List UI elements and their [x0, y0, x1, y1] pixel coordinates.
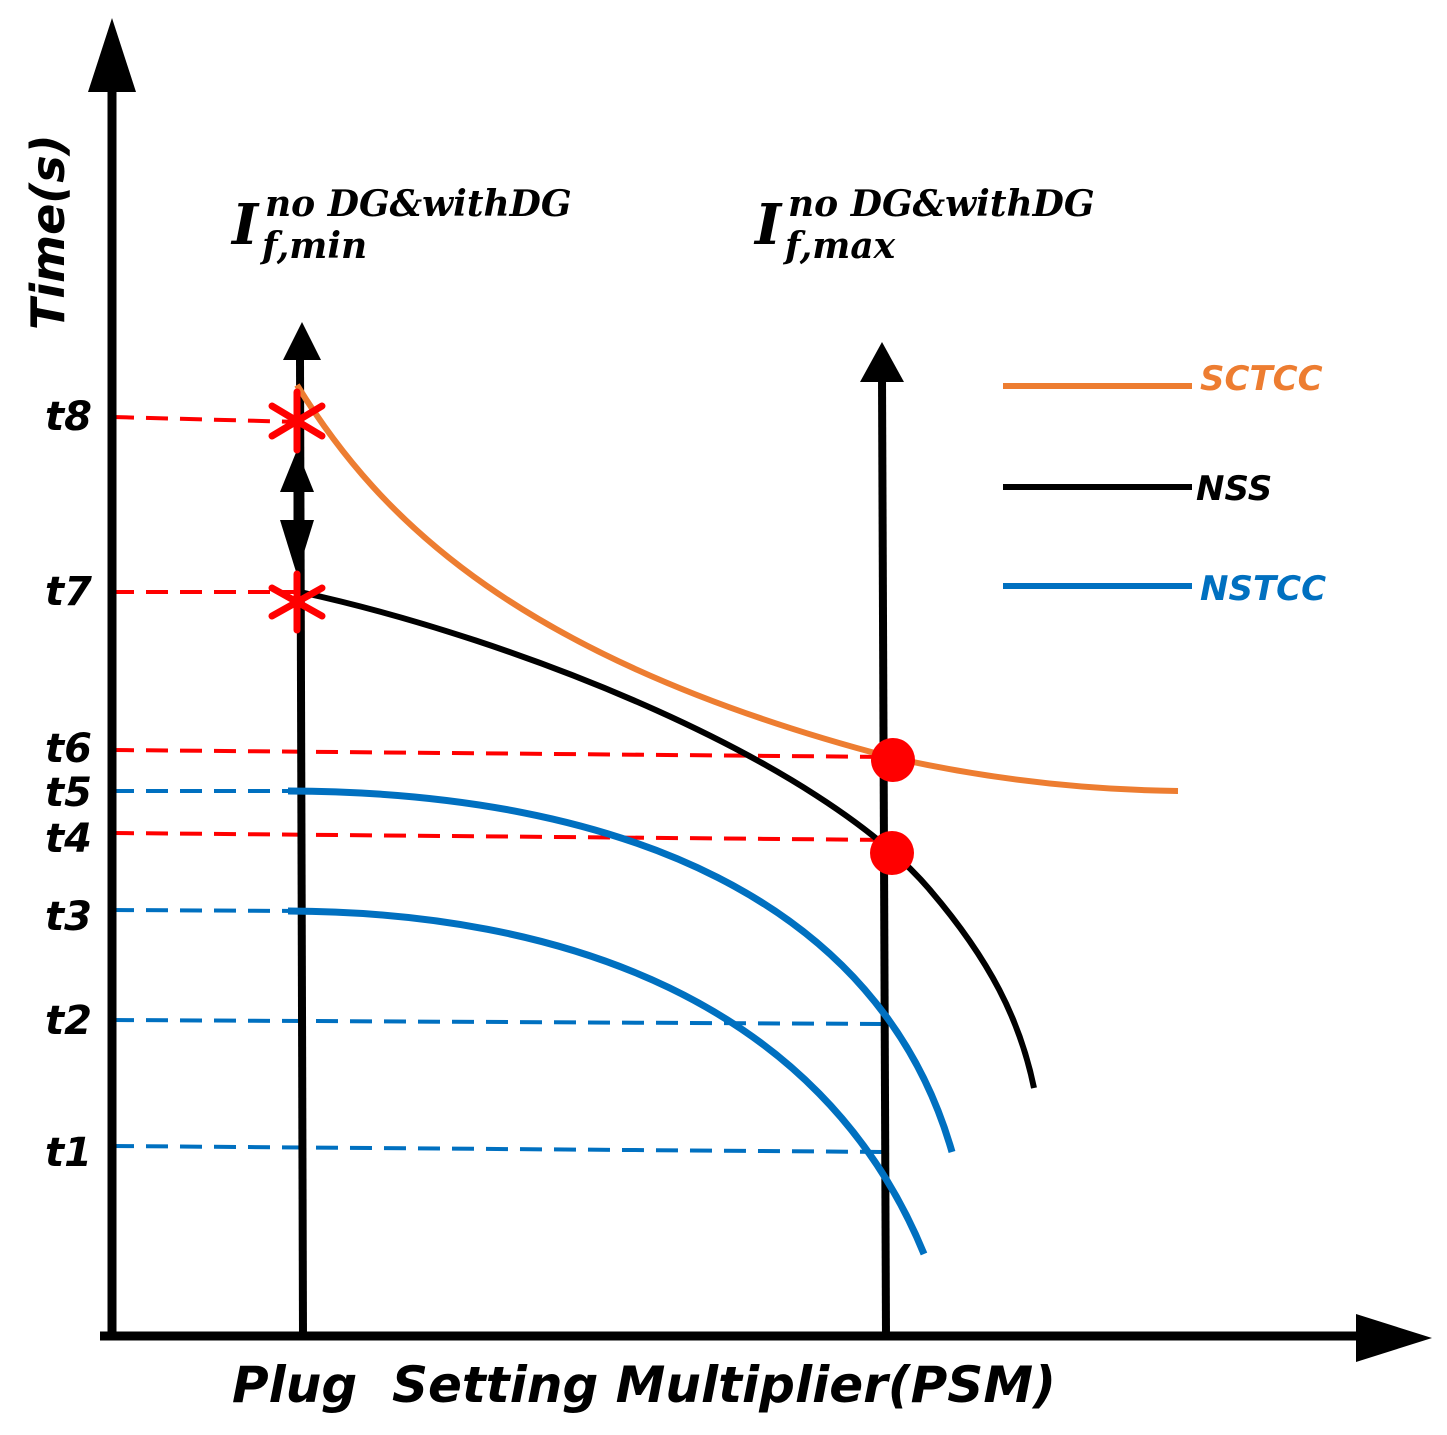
min-fault-arrowhead	[283, 322, 321, 360]
max-fault-annotation: I no DG&withDG f,max	[753, 183, 1095, 267]
guide-line-t2	[111, 1018, 888, 1026]
dot-marker-t4	[870, 831, 914, 875]
margin-double-arrow	[280, 450, 314, 575]
legend-label-sctcc: SCTCC	[1200, 359, 1323, 399]
nstcc-curve-upper	[287, 787, 956, 1153]
time-label: t6	[45, 726, 92, 772]
markers	[268, 388, 915, 875]
axes	[88, 18, 1432, 1362]
x-axis-label: Plug Setting Multiplier(PSM)	[232, 1356, 1056, 1414]
time-label: t1	[45, 1130, 92, 1176]
time-label: t2	[45, 998, 92, 1044]
min-fault-superscript: no DG&withDG	[265, 183, 572, 225]
min-fault-annotation: I no DG&withDG f,min	[230, 183, 572, 267]
nstcc-curve-lower	[287, 907, 928, 1256]
legend: SCTCC NSS NSTCC	[1003, 359, 1326, 609]
y-axis-arrowhead	[88, 18, 136, 92]
min-fault-subscript: f,min	[259, 225, 367, 267]
max-fault-superscript: no DG&withDG	[788, 183, 1095, 225]
time-label: t4	[45, 816, 92, 862]
max-fault-subscript: f,max	[782, 225, 896, 267]
guide-line-t6	[111, 748, 894, 759]
guide-line-t4	[111, 831, 894, 842]
nss-curve	[299, 589, 1037, 1089]
time-label: t7	[45, 569, 92, 615]
guide-lines	[111, 415, 894, 1154]
y-axis-label: Time(s)	[21, 134, 75, 330]
guide-line-t3	[111, 908, 301, 913]
margin-arrow-down-head	[280, 520, 314, 575]
guide-line-t8	[111, 415, 301, 424]
guide-line-t1	[111, 1144, 888, 1154]
asterisk-marker-t8	[268, 388, 326, 454]
dot-marker-t6	[871, 738, 915, 782]
legend-label-nss: NSS	[1196, 469, 1272, 509]
margin-arrow-up-head	[280, 450, 314, 492]
x-axis-arrowhead	[1356, 1314, 1432, 1362]
time-label: t3	[45, 894, 92, 940]
time-labels: t8 t7 t6 t5 t4 t3 t2 t1	[45, 394, 92, 1176]
legend-label-nstcc: NSTCC	[1200, 569, 1326, 609]
max-fault-arrowhead	[860, 342, 904, 382]
time-label: t5	[45, 770, 92, 816]
max-fault-base: I	[753, 192, 783, 258]
asterisk-marker-t7	[268, 570, 326, 634]
sctcc-curve	[294, 383, 1179, 794]
curves	[287, 383, 1179, 1256]
time-label: t8	[45, 394, 92, 440]
min-fault-base: I	[230, 192, 260, 258]
